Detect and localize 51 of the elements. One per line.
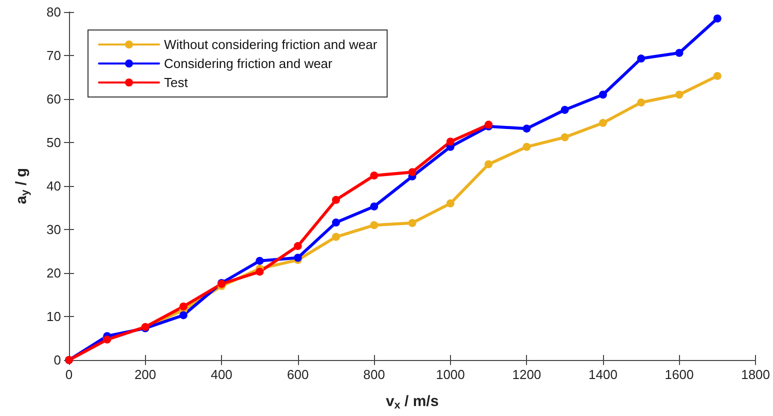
point <box>675 48 684 57</box>
x-tick-label: 1800 <box>741 367 770 382</box>
point <box>256 268 264 276</box>
y-tick-label: 0 <box>54 352 61 368</box>
point <box>332 218 340 227</box>
point <box>332 196 340 204</box>
x-tick-label: 1200 <box>512 367 542 382</box>
point <box>637 54 646 63</box>
y-tick-label: 80 <box>46 4 61 20</box>
point <box>484 160 493 168</box>
y-tick-label: 10 <box>46 309 61 324</box>
point <box>408 218 416 227</box>
point <box>370 202 378 210</box>
point <box>713 72 722 80</box>
point <box>675 90 684 99</box>
point <box>598 90 607 99</box>
point <box>522 142 531 151</box>
point <box>560 106 569 114</box>
y-tick-label: 60 <box>46 92 61 106</box>
point <box>637 98 646 106</box>
point <box>370 172 378 180</box>
point <box>560 133 569 142</box>
x-tick-label: 1600 <box>664 367 694 382</box>
point <box>446 199 454 208</box>
point <box>179 311 188 320</box>
x-tick-label: 800 <box>363 367 385 382</box>
point <box>598 118 607 127</box>
y-tick-label: 30 <box>46 222 61 237</box>
point <box>408 168 416 176</box>
y-tick-label: 20 <box>46 266 61 280</box>
point <box>446 138 454 146</box>
x-tick-label: 200 <box>134 367 156 382</box>
legend-label: Without considering friction and wear <box>164 37 378 52</box>
point <box>179 302 188 310</box>
x-tick-label: 0 <box>65 367 73 382</box>
legend-label: Considering friction and wear <box>164 56 334 71</box>
y-axis-title: ay / g <box>13 168 32 204</box>
x-tick-label: 600 <box>286 367 309 382</box>
y-tick-label: 70 <box>46 48 61 63</box>
point <box>256 256 264 265</box>
point <box>332 232 340 241</box>
point <box>370 221 378 230</box>
point <box>294 242 302 250</box>
point <box>522 124 531 133</box>
legend-label: Test <box>164 75 188 90</box>
x-tick-label: 1400 <box>588 367 618 382</box>
y-tick-label: 50 <box>46 135 61 150</box>
y-tick-label: 40 <box>46 178 61 194</box>
x-tick-label: 1000 <box>436 367 465 382</box>
point <box>713 14 722 23</box>
x-tick-label: 400 <box>210 367 232 382</box>
